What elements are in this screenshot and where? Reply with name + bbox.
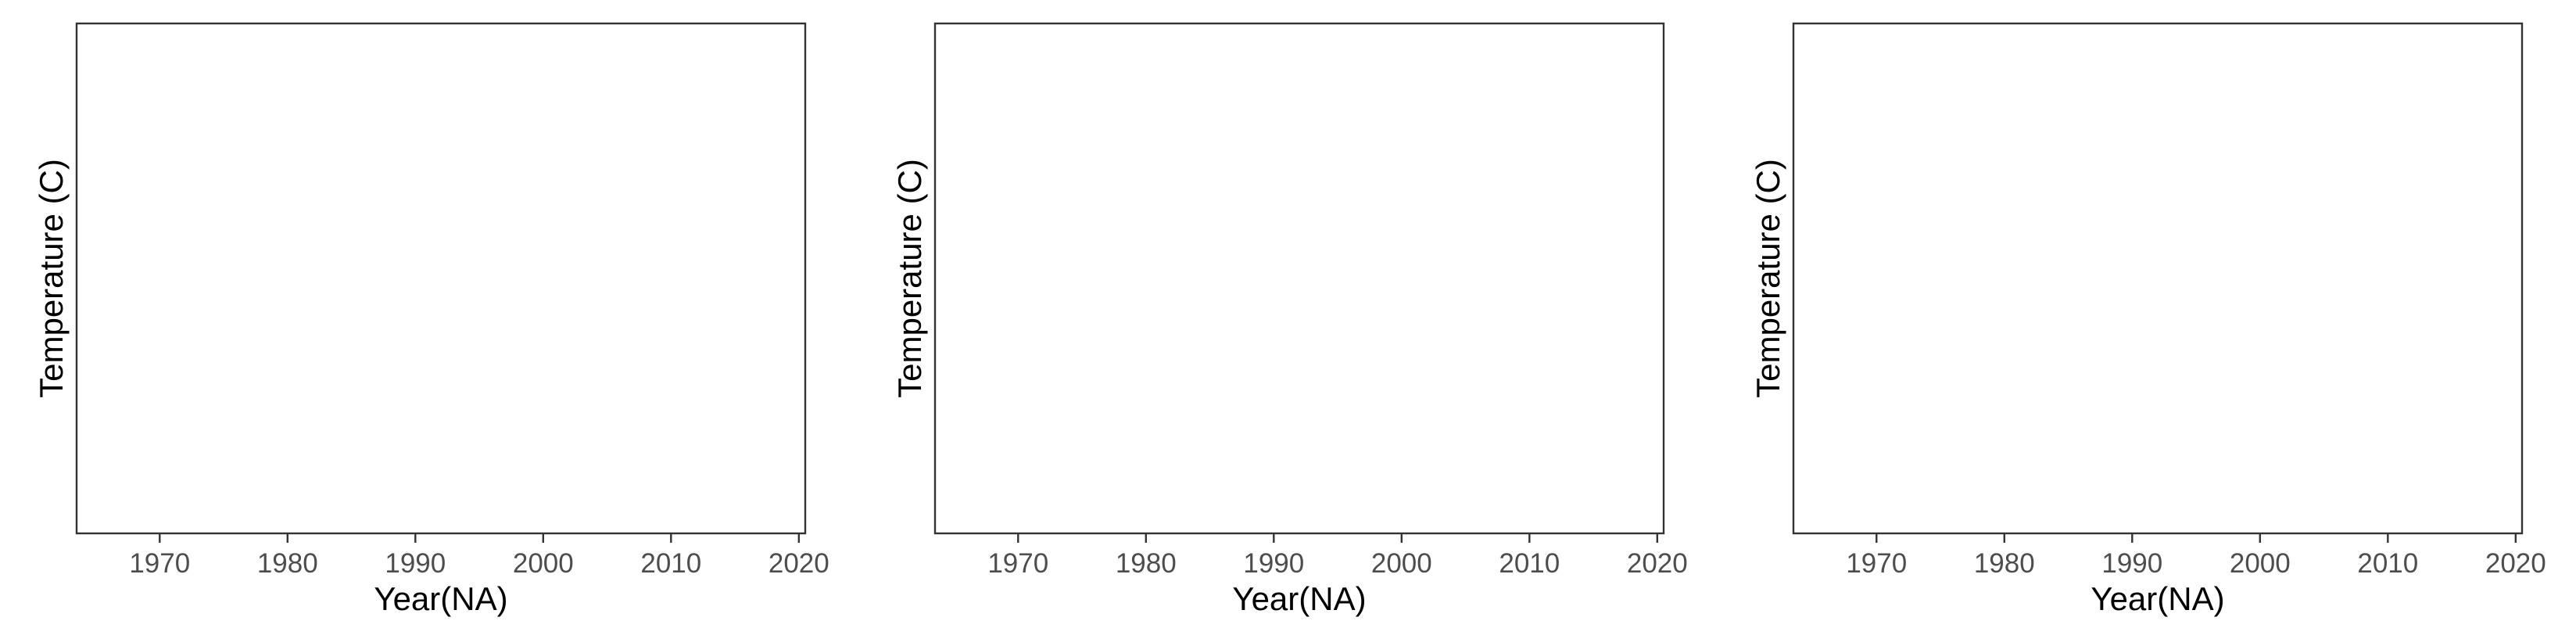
x-tick-label: 2020: [1627, 548, 1688, 579]
x-tick-label: 2010: [2357, 548, 2418, 579]
x-tick-label: 2000: [513, 548, 574, 579]
chart-svg: 1970 1980 1990 2000 2010 2020 Year(NA) Temperat…: [33, 22, 829, 617]
y-axis-label: Temperature (C): [33, 159, 70, 398]
plot-area: [933, 22, 1665, 535]
plot-area: [75, 22, 807, 535]
x-tick-label: 1970: [1846, 548, 1907, 579]
chart-svg: 1970 1980 1990 2000 2010 2020 Year(NA) Temperat…: [891, 22, 1688, 617]
chart-panel-2: 1970 1980 1990 2000 2010 2020 Year(NA) Temperat…: [858, 0, 1717, 628]
x-tick-label: 1970: [987, 548, 1048, 579]
x-tick-label: 2010: [640, 548, 701, 579]
chart-svg: 1970 1980 1990 2000 2010 2020 Year(NA) Temperat…: [1750, 22, 2546, 617]
x-tick-label: 2000: [2230, 548, 2291, 579]
x-tick-label: 1990: [385, 548, 446, 579]
x-tick-label: 2000: [1371, 548, 1432, 579]
y-axis-label: Temperature (C): [891, 159, 928, 398]
chart-panel-1: 1970 1980 1990 2000 2010 2020 Year(NA) Temperat…: [0, 0, 858, 628]
x-tick-label: 1980: [1116, 548, 1177, 579]
x-tick-label: 1990: [2101, 548, 2162, 579]
x-tick-label: 1980: [257, 548, 318, 579]
chart-panel-3: 1970 1980 1990 2000 2010 2020 Year(NA) Temperat…: [1717, 0, 2576, 628]
x-axis-label: Year(NA): [2091, 580, 2224, 617]
x-axis-label: Year(NA): [1232, 580, 1366, 617]
x-tick-label: 1990: [1243, 548, 1304, 579]
y-axis-label: Temperature (C): [1750, 159, 1786, 398]
plot-area: [1792, 22, 2524, 535]
x-tick-label: 2020: [2485, 548, 2546, 579]
x-tick-label: 1970: [129, 548, 190, 579]
x-tick-label: 2020: [769, 548, 829, 579]
x-tick-label: 1980: [1974, 548, 2035, 579]
x-tick-label: 2010: [1499, 548, 1560, 579]
x-axis-label: Year(NA): [374, 580, 507, 617]
